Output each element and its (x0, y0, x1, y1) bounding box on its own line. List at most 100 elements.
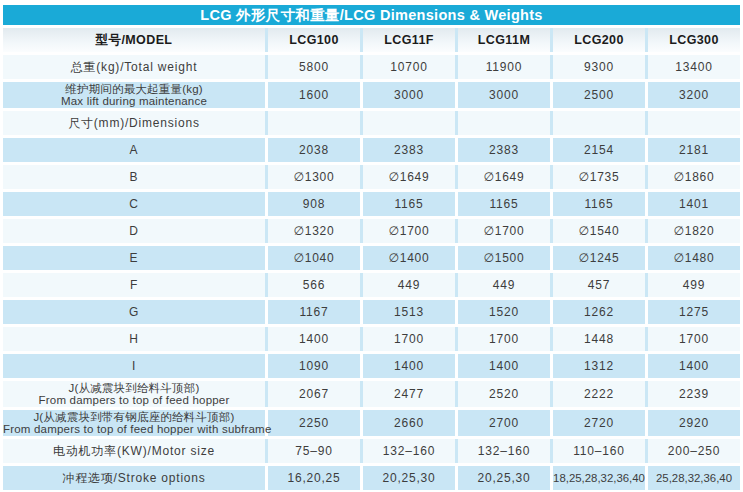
value-cell: 16,20,25 (265, 466, 360, 490)
row-label-line: J(从减震块到带有钢底座的给料斗顶部) (3, 411, 265, 423)
row-label-line: Max lift during maintenance (3, 95, 265, 107)
table-row: 尺寸(mm)/Dimensions (3, 111, 740, 135)
row-label: I (3, 354, 265, 378)
value-cell: 132–160 (455, 439, 550, 463)
value-cell: ∅1700 (455, 219, 550, 243)
row-label-line: 尺寸(mm)/Dimensions (3, 117, 265, 129)
table-row: 冲程选项/Stroke options16,20,2520,25,3020,25… (3, 466, 740, 490)
column-header-lcg11m: LCG11M (455, 28, 550, 52)
row-label-line: From dampers to top of feed hopper (3, 394, 265, 406)
value-cell: ∅1400 (360, 246, 455, 270)
column-header-lcg300: LCG300 (645, 28, 740, 52)
value-cell: 566 (265, 273, 360, 297)
row-label-line: 维护期间的最大起重量(kg) (3, 83, 265, 95)
table-row: I10901400140013121400 (3, 354, 740, 378)
value-cell: 908 (265, 192, 360, 216)
value-cell: 1700 (645, 327, 740, 351)
value-cell: 25,28,32,36,40 (645, 466, 740, 490)
value-cell: 3000 (455, 82, 550, 108)
value-cell: ∅1735 (550, 165, 645, 189)
value-cell: 1400 (265, 327, 360, 351)
row-label-line: 冲程选项/Stroke options (3, 472, 265, 484)
value-cell: 75–90 (265, 439, 360, 463)
value-cell: 449 (455, 273, 550, 297)
value-cell: 1275 (645, 300, 740, 324)
row-label-line: B (3, 171, 265, 183)
value-cell: ∅1860 (645, 165, 740, 189)
value-cell: 1090 (265, 354, 360, 378)
value-cell: 3000 (360, 82, 455, 108)
column-header-lcg200: LCG200 (550, 28, 645, 52)
row-label: J(从减震块到给料斗顶部)From dampers to top of feed… (3, 381, 265, 407)
value-cell: 20,25,30 (455, 466, 550, 490)
row-label: E (3, 246, 265, 270)
value-cell: 2181 (645, 138, 740, 162)
value-cell: 2067 (265, 381, 360, 407)
value-cell: 1400 (360, 354, 455, 378)
table-row: 维护期间的最大起重量(kg)Max lift during maintenanc… (3, 82, 740, 108)
table-row: 电动机功率(KW)/Motor size75–90132–160132–1601… (3, 439, 740, 463)
value-cell: 2700 (455, 410, 550, 436)
value-cell: 1165 (455, 192, 550, 216)
value-cell: 2500 (550, 82, 645, 108)
value-cell (265, 111, 360, 135)
value-cell: ∅1649 (455, 165, 550, 189)
value-cell: 9300 (550, 55, 645, 79)
value-cell: ∅1040 (265, 246, 360, 270)
row-label: 维护期间的最大起重量(kg)Max lift during maintenanc… (3, 82, 265, 108)
row-label: A (3, 138, 265, 162)
row-label: B (3, 165, 265, 189)
column-header-lcg11f: LCG11F (360, 28, 455, 52)
row-label-line: 电动机功率(KW)/Motor size (3, 445, 265, 457)
value-cell: 2154 (550, 138, 645, 162)
value-cell: 457 (550, 273, 645, 297)
value-cell: 1700 (360, 327, 455, 351)
value-cell: 11900 (455, 55, 550, 79)
row-label-line: A (3, 144, 265, 156)
row-label-line: I (3, 360, 265, 372)
value-cell: 1262 (550, 300, 645, 324)
value-cell: 2477 (360, 381, 455, 407)
value-cell: 2239 (645, 381, 740, 407)
value-cell: 1165 (550, 192, 645, 216)
table-row: B∅1300∅1649∅1649∅1735∅1860 (3, 165, 740, 189)
table-row: J(从减震块到带有钢底座的给料斗顶部)From dampers to top o… (3, 410, 740, 436)
value-cell: 1600 (265, 82, 360, 108)
row-label-line: 总重(kg)/Total weight (3, 61, 265, 73)
value-cell: 13400 (645, 55, 740, 79)
table-row: A20382383238321542181 (3, 138, 740, 162)
table-row: J(从减震块到给料斗顶部)From dampers to top of feed… (3, 381, 740, 407)
value-cell (455, 111, 550, 135)
value-cell: ∅1500 (455, 246, 550, 270)
value-cell (645, 111, 740, 135)
table-row: H14001700170014481700 (3, 327, 740, 351)
value-cell: 2520 (455, 381, 550, 407)
value-cell: 1520 (455, 300, 550, 324)
value-cell: 1400 (455, 354, 550, 378)
value-cell: ∅1820 (645, 219, 740, 243)
value-cell: 2250 (265, 410, 360, 436)
table-row: C9081165116511651401 (3, 192, 740, 216)
row-label-line: J(从减震块到给料斗顶部) (3, 382, 265, 394)
row-label-line: G (3, 306, 265, 318)
value-cell (360, 111, 455, 135)
value-cell: 1448 (550, 327, 645, 351)
value-cell: 5800 (265, 55, 360, 79)
value-cell: 1700 (455, 327, 550, 351)
value-cell: 1165 (360, 192, 455, 216)
value-cell: ∅1700 (360, 219, 455, 243)
value-cell: ∅1245 (550, 246, 645, 270)
value-cell: 1400 (645, 354, 740, 378)
table-row: D∅1320∅1700∅1700∅1540∅1820 (3, 219, 740, 243)
table-row: E∅1040∅1400∅1500∅1245∅1480 (3, 246, 740, 270)
header-row: 型号/MODEL LCG100 LCG11F LCG11M LCG200 LCG… (3, 28, 740, 52)
value-cell: 1401 (645, 192, 740, 216)
row-label-line: D (3, 225, 265, 237)
value-cell: 110–160 (550, 439, 645, 463)
value-cell: 2660 (360, 410, 455, 436)
row-label: D (3, 219, 265, 243)
model-header-cell: 型号/MODEL (3, 28, 265, 52)
value-cell: 10700 (360, 55, 455, 79)
row-label: 总重(kg)/Total weight (3, 55, 265, 79)
value-cell: ∅1649 (360, 165, 455, 189)
